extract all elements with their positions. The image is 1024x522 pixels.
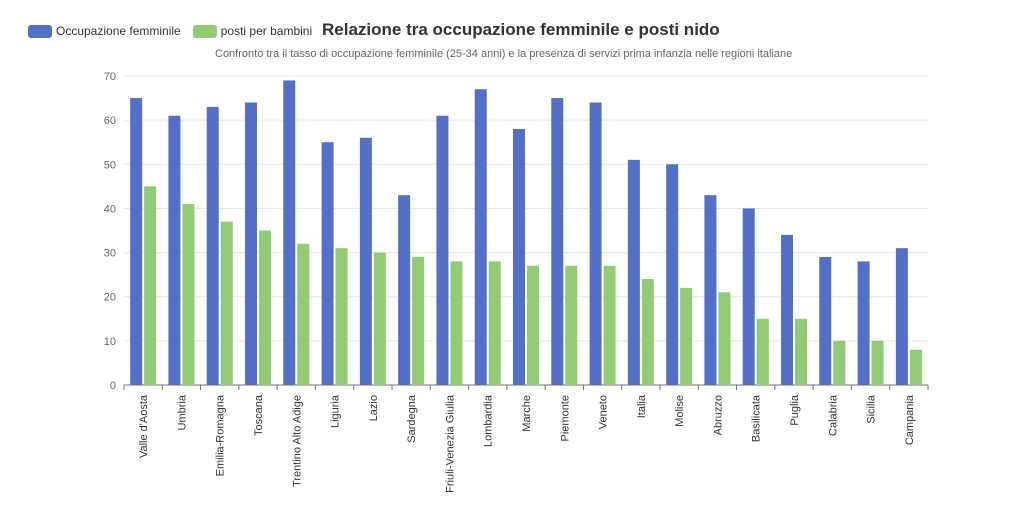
- bar[interactable]: [781, 234, 793, 385]
- x-tick-label: Abruzzo: [712, 395, 724, 435]
- bar[interactable]: [144, 186, 157, 385]
- x-tick-label: Marche: [521, 395, 533, 432]
- bar[interactable]: [436, 115, 449, 385]
- bar[interactable]: [283, 80, 296, 386]
- x-tick-label: Sicilia: [866, 394, 878, 424]
- x-tick-label: Veneto: [598, 395, 610, 429]
- x-tick-label: Calabria: [827, 394, 839, 436]
- x-tick-label: Liguria: [330, 394, 342, 428]
- bar[interactable]: [589, 102, 602, 385]
- bar[interactable]: [857, 261, 870, 385]
- bar[interactable]: [297, 243, 310, 385]
- x-tick-label: Valle d'Aosta: [138, 394, 150, 458]
- bar[interactable]: [641, 279, 654, 385]
- bar[interactable]: [742, 208, 755, 385]
- bar[interactable]: [819, 256, 832, 385]
- bar[interactable]: [335, 248, 348, 385]
- bar[interactable]: [603, 265, 616, 385]
- bar[interactable]: [398, 195, 411, 385]
- bar[interactable]: [756, 318, 769, 385]
- bar[interactable]: [474, 89, 487, 385]
- bar[interactable]: [450, 261, 463, 385]
- bar[interactable]: [718, 292, 731, 385]
- legend-item-series-1[interactable]: posti per bambini: [192, 24, 313, 38]
- bar[interactable]: [130, 98, 143, 386]
- legend: Occupazione femminile posti per bambini: [28, 24, 316, 38]
- bar[interactable]: [680, 287, 693, 385]
- bar[interactable]: [895, 248, 908, 385]
- x-tick-label: Friuli-Venezia Giulia: [444, 394, 456, 493]
- bar[interactable]: [795, 318, 807, 385]
- y-tick-label: 0: [110, 380, 116, 392]
- legend-swatch-series-1: [192, 24, 217, 38]
- y-tick-label: 60: [104, 115, 116, 127]
- y-tick-label: 70: [104, 71, 116, 83]
- bar[interactable]: [909, 349, 922, 385]
- bar[interactable]: [871, 340, 884, 385]
- x-tick-label: Toscana: [253, 394, 265, 436]
- bar[interactable]: [373, 252, 386, 385]
- chart-title: Relazione tra occupazione femminile e po…: [322, 20, 720, 39]
- x-tick-label: Emilia-Romagna: [215, 394, 227, 476]
- bar[interactable]: [513, 128, 525, 385]
- legend-swatch-series-0: [28, 24, 52, 38]
- x-tick-label: Puglia: [789, 394, 801, 425]
- bar[interactable]: [206, 106, 219, 386]
- legend-label-series-0: Occupazione femminile: [56, 24, 181, 38]
- bar[interactable]: [527, 265, 539, 385]
- bar[interactable]: [245, 102, 257, 385]
- legend-label-series-1: posti per bambini: [220, 24, 313, 38]
- x-tick-label: Molise: [674, 395, 686, 427]
- bar[interactable]: [321, 142, 334, 385]
- bar[interactable]: [488, 261, 501, 385]
- x-tick-label: Campania: [904, 394, 916, 445]
- bar[interactable]: [666, 164, 679, 385]
- y-tick-label: 40: [104, 203, 116, 215]
- bar[interactable]: [565, 265, 578, 385]
- bar[interactable]: [359, 137, 372, 385]
- x-tick-label: Italia: [636, 394, 648, 418]
- bar[interactable]: [833, 340, 846, 385]
- bar[interactable]: [704, 195, 717, 385]
- bar[interactable]: [627, 159, 640, 385]
- bar[interactable]: [412, 256, 425, 385]
- y-tick-label: 20: [104, 292, 116, 304]
- legend-item-series-0[interactable]: Occupazione femminile: [28, 24, 181, 38]
- bar[interactable]: [259, 230, 271, 386]
- y-tick-label: 10: [104, 336, 116, 348]
- x-tick-label: Basilicata: [751, 394, 763, 442]
- x-tick-label: Trentino Alto Adige: [291, 395, 303, 487]
- y-tick-label: 50: [104, 159, 116, 171]
- bar[interactable]: [168, 115, 181, 385]
- bar[interactable]: [220, 221, 233, 385]
- x-tick-label: Lazio: [368, 395, 380, 421]
- x-tick-label: Lombardia: [483, 394, 495, 447]
- x-tick-label: Umbria: [176, 394, 188, 430]
- chart-subtitle: Confronto tra il tasso di occupazione fe…: [215, 48, 793, 60]
- y-tick-label: 30: [104, 248, 116, 260]
- x-tick-label: Sardegna: [406, 394, 418, 443]
- bar[interactable]: [551, 98, 564, 386]
- bar[interactable]: [182, 204, 195, 385]
- x-tick-label: Piemonte: [559, 395, 571, 441]
